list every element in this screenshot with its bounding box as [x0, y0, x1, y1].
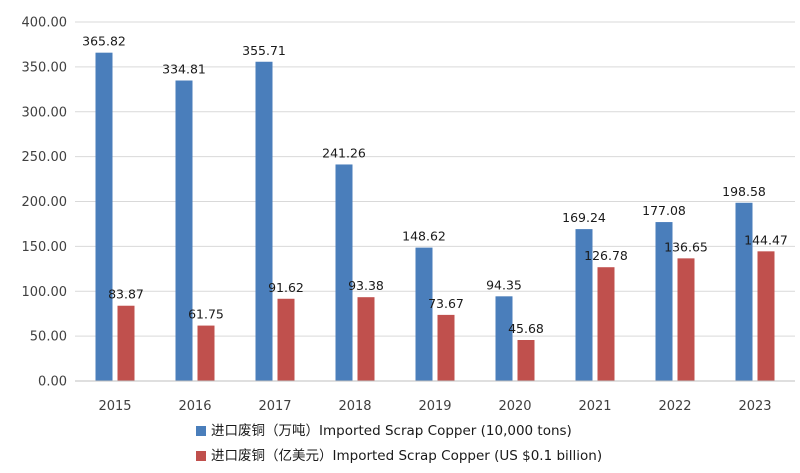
grid-lines: [75, 21, 795, 337]
bar-series-1-2017: [255, 61, 273, 381]
legend-label: 进口废铜（万吨）Imported Scrap Copper (10,000 to…: [211, 423, 572, 439]
y-tick-label: 150.00: [22, 240, 68, 255]
data-label: 93.38: [348, 278, 384, 293]
y-tick-label: 400.00: [22, 16, 68, 31]
x-tick-label: 2023: [738, 399, 771, 414]
y-tick-label: 0.00: [38, 375, 67, 390]
legend-swatch: [196, 426, 206, 436]
y-tick-label: 200.00: [22, 195, 68, 210]
x-tick-label: 2020: [498, 399, 531, 414]
x-tick-label: 2019: [418, 399, 451, 414]
data-label: 91.62: [268, 280, 304, 295]
bar-series-1-2019: [415, 247, 433, 381]
data-label: 61.75: [188, 307, 224, 322]
legend-label: 进口废铜（亿美元）Imported Scrap Copper (US $0.1 …: [211, 448, 602, 464]
bar-series-1-2021: [575, 229, 593, 381]
bar-series-1-2016: [175, 80, 193, 381]
bar-series-2-2015: [117, 305, 135, 381]
bar-series-2-2020: [517, 340, 535, 381]
bars: 365.82 83.87 334.81 61.75 355.71 91.62 241.26 9…: [82, 34, 788, 382]
legend: 进口废铜（万吨）Imported Scrap Copper (10,000 to…: [196, 423, 602, 464]
data-label: 169.24: [562, 210, 606, 225]
data-label: 45.68: [508, 321, 544, 336]
x-tick-label: 2021: [578, 399, 611, 414]
y-tick-label: 250.00: [22, 150, 68, 165]
y-tick-label: 300.00: [22, 105, 68, 120]
x-tick-label: 2017: [258, 399, 291, 414]
x-tick-label: 2022: [658, 399, 691, 414]
bar-series-1-2022: [655, 222, 673, 381]
bar-series-2-2023: [757, 251, 775, 381]
y-tick-label: 100.00: [22, 285, 68, 300]
data-label: 177.08: [642, 203, 686, 218]
data-label: 144.47: [744, 232, 788, 247]
bar-series-1-2020: [495, 296, 513, 381]
data-label: 198.58: [722, 184, 766, 199]
x-tick-label: 2018: [338, 399, 371, 414]
x-tick-label: 2015: [98, 399, 131, 414]
data-label: 334.81: [162, 62, 206, 77]
bar-series-2-2022: [677, 258, 695, 381]
bar-series-1-2015: [95, 52, 113, 382]
bar-series-1-2023: [735, 202, 753, 381]
legend-swatch: [196, 451, 206, 461]
data-label: 136.65: [664, 239, 708, 254]
bar-series-2-2021: [597, 267, 615, 381]
x-axis: 2015 2016 2017 2018 2019 2020 2021 2022 2023: [75, 380, 795, 414]
data-label: 83.87: [108, 287, 144, 302]
data-label: 126.78: [584, 248, 628, 263]
bar-series-2-2017: [277, 298, 295, 381]
bar-series-1-2018: [335, 164, 353, 381]
data-label: 241.26: [322, 145, 366, 160]
y-axis: 0.00 50.00 100.00 150.00 200.00 250.00 300.00 3…: [22, 16, 68, 390]
data-label: 355.71: [242, 43, 286, 58]
bar-series-2-2019: [437, 314, 455, 381]
y-tick-label: 50.00: [30, 330, 67, 345]
data-label: 365.82: [82, 34, 126, 49]
data-label: 148.62: [402, 229, 446, 244]
data-label: 94.35: [486, 277, 522, 292]
y-tick-label: 350.00: [22, 60, 68, 75]
bar-series-2-2018: [357, 297, 375, 381]
bar-series-2-2016: [197, 325, 215, 381]
data-label: 73.67: [428, 296, 464, 311]
x-tick-label: 2016: [178, 399, 211, 414]
